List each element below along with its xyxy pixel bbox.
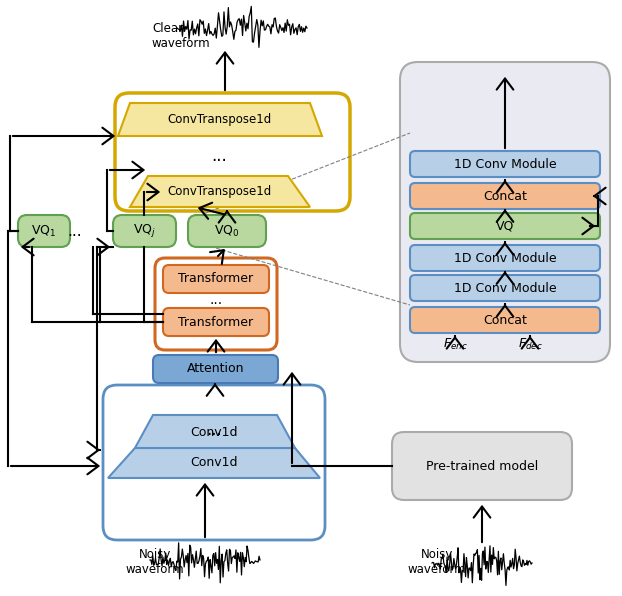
Text: ...: ... — [206, 421, 222, 439]
Text: Attention: Attention — [187, 362, 244, 375]
Text: ...: ... — [68, 224, 82, 238]
Text: Transformer: Transformer — [179, 272, 254, 285]
Text: VQ: VQ — [496, 219, 514, 232]
FancyBboxPatch shape — [410, 213, 600, 239]
Polygon shape — [108, 448, 320, 478]
Text: 1D Conv Module: 1D Conv Module — [453, 281, 556, 294]
FancyBboxPatch shape — [410, 245, 600, 271]
FancyBboxPatch shape — [400, 62, 610, 362]
Text: Concat: Concat — [483, 313, 527, 327]
FancyBboxPatch shape — [188, 215, 266, 247]
Text: Concat: Concat — [483, 190, 527, 203]
Text: $\mathregular{VQ}_1$: $\mathregular{VQ}_1$ — [31, 224, 57, 238]
Text: $F_{dec}$: $F_{dec}$ — [518, 337, 542, 352]
Text: ConvTranspose1d: ConvTranspose1d — [168, 113, 272, 126]
FancyBboxPatch shape — [392, 432, 572, 500]
Text: Pre-trained model: Pre-trained model — [426, 460, 538, 473]
FancyBboxPatch shape — [18, 215, 70, 247]
Text: Noisy
waveform: Noisy waveform — [126, 548, 184, 576]
Text: $\mathregular{VQ}_j$: $\mathregular{VQ}_j$ — [133, 222, 156, 240]
FancyBboxPatch shape — [153, 355, 278, 383]
FancyBboxPatch shape — [410, 151, 600, 177]
Text: $\mathregular{VQ}_0$: $\mathregular{VQ}_0$ — [214, 224, 239, 238]
FancyBboxPatch shape — [410, 275, 600, 301]
FancyBboxPatch shape — [410, 307, 600, 333]
Text: $F_{enc}$: $F_{enc}$ — [443, 337, 467, 352]
Text: ConvTranspose1d: ConvTranspose1d — [167, 185, 271, 198]
Text: Conv1d: Conv1d — [190, 426, 238, 439]
Polygon shape — [135, 415, 295, 448]
FancyBboxPatch shape — [163, 265, 269, 293]
Text: 1D Conv Module: 1D Conv Module — [453, 157, 556, 170]
Text: Conv1d: Conv1d — [190, 457, 238, 470]
Text: 1D Conv Module: 1D Conv Module — [453, 252, 556, 265]
Text: Noisy
waveform: Noisy waveform — [407, 548, 466, 576]
FancyBboxPatch shape — [410, 183, 600, 209]
Text: ...: ... — [210, 293, 223, 307]
Text: Transformer: Transformer — [179, 315, 254, 328]
Text: ...: ... — [211, 147, 227, 165]
FancyBboxPatch shape — [113, 215, 176, 247]
Polygon shape — [130, 176, 310, 207]
FancyBboxPatch shape — [163, 308, 269, 336]
Text: Clean
waveform: Clean waveform — [152, 22, 211, 50]
Polygon shape — [118, 103, 322, 136]
